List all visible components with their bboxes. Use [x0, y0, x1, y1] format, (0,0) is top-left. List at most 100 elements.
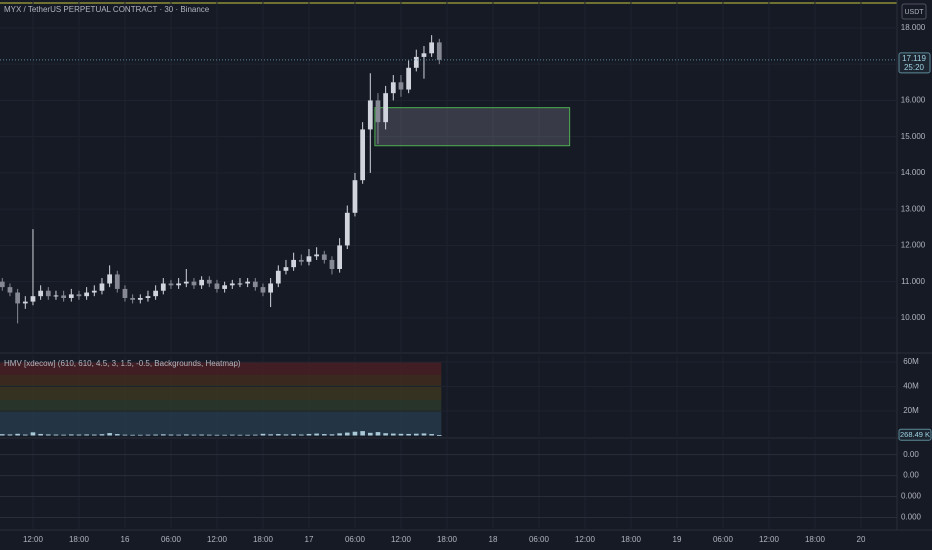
volume-bar	[398, 433, 404, 436]
x-tick-label: 12:00	[759, 535, 780, 544]
candle-body	[237, 283, 243, 285]
candle-body	[176, 283, 182, 286]
volume-bar	[161, 434, 166, 436]
candle-body	[99, 283, 105, 291]
volume-bar	[76, 434, 82, 436]
volume-bar	[38, 433, 43, 436]
candle-body	[153, 290, 159, 297]
volume-bar	[383, 433, 388, 436]
volume-bar	[153, 434, 158, 436]
candle-body	[252, 281, 258, 288]
y-tick-label: 15.000	[901, 132, 926, 141]
candle-body	[45, 290, 51, 297]
x-tick-label: 16	[121, 535, 130, 544]
volume-bar	[314, 433, 319, 436]
candle-body	[406, 67, 412, 90]
candle-body	[160, 283, 166, 291]
volume-bar	[191, 434, 197, 436]
candle-body	[360, 129, 366, 181]
volume-bar	[61, 434, 66, 436]
volume-bar	[391, 433, 396, 436]
candle-body	[91, 290, 97, 293]
candle-body	[22, 301, 28, 304]
volume-bar	[429, 434, 434, 436]
candle-body	[229, 283, 235, 286]
volume-bar	[138, 434, 143, 436]
candle-body	[222, 285, 228, 289]
volume-bar	[276, 434, 281, 436]
candle-body	[375, 100, 381, 123]
volume-bar	[337, 433, 342, 436]
last-price-tag	[898, 52, 931, 74]
volume-bar	[222, 434, 227, 436]
x-tick-label: 18:00	[69, 535, 90, 544]
x-tick-label: 12:00	[207, 535, 228, 544]
candle-body	[206, 279, 212, 284]
candle-body	[107, 274, 113, 284]
candle-body	[352, 180, 358, 213]
candle-body	[76, 294, 82, 297]
y-tick-label: 18.000	[901, 23, 926, 32]
volume-bar	[122, 434, 128, 436]
y-tick-label: 11.000	[901, 277, 925, 286]
candle-body	[84, 292, 90, 297]
candle-body	[191, 281, 197, 286]
candle-body	[114, 274, 120, 289]
candle-body	[306, 256, 312, 262]
x-tick-label: 18:00	[805, 535, 826, 544]
y-tick-label: 0.00	[903, 450, 919, 459]
volume-bar	[345, 432, 350, 436]
x-tick-label: 12:00	[391, 535, 412, 544]
countdown: 25:20	[904, 63, 925, 72]
volume-bar	[214, 434, 220, 436]
volume-bar	[368, 432, 373, 436]
candle-body	[436, 42, 442, 60]
indicator-title: HMV [xdecow] (610, 610, 4.5, 3, 1.5, -0.…	[4, 359, 241, 368]
candle-body	[429, 42, 435, 54]
volume-bar	[260, 433, 266, 436]
x-tick-label: 12:00	[23, 535, 44, 544]
volume-bar	[115, 434, 120, 436]
y-tick-label: 0.000	[901, 513, 922, 522]
candle-body	[413, 56, 419, 68]
candle-body	[291, 259, 297, 268]
candle-body	[314, 254, 320, 257]
x-tick-label: 12:00	[575, 535, 596, 544]
candle-body	[390, 82, 396, 94]
x-tick-label: 18:00	[621, 535, 642, 544]
volume-bar	[7, 434, 13, 436]
candle-body	[421, 53, 427, 57]
x-tick-label: 06:00	[529, 535, 550, 544]
volume-bar	[437, 435, 442, 437]
y-tick-label: 60M	[903, 357, 919, 366]
volume-bar	[0, 434, 5, 436]
volume-bar	[283, 434, 289, 436]
candle-body	[30, 296, 36, 302]
candle-body	[183, 281, 189, 284]
volume-bar	[352, 431, 358, 436]
volume-bar	[145, 434, 151, 436]
currency-box[interactable]	[901, 3, 927, 20]
x-tick-label: 18:00	[437, 535, 458, 544]
x-tick-label: 18	[489, 535, 498, 544]
volume-bar	[360, 431, 365, 436]
y-tick-label: 0.000	[901, 492, 922, 501]
volume-bar	[84, 434, 89, 436]
candle-body	[199, 279, 205, 286]
candle-body	[38, 290, 44, 297]
candle-body	[268, 283, 274, 293]
volume-bar	[130, 434, 135, 436]
candle-body	[367, 100, 373, 130]
candle-body	[145, 296, 151, 298]
volume-bar	[245, 434, 250, 436]
heatmap-band	[0, 411, 442, 436]
candle-body	[329, 259, 335, 269]
volume-bar	[69, 434, 74, 436]
last-price-label: 17.119	[902, 54, 926, 63]
y-tick-label: 16.000	[901, 96, 926, 105]
volume-bar	[92, 434, 97, 436]
candle-body	[298, 259, 304, 262]
currency: USDT	[904, 9, 924, 16]
